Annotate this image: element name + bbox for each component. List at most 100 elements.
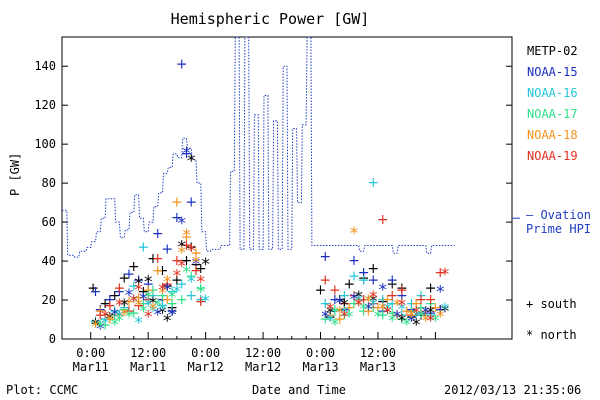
marker-metp-02: * [158,304,167,324]
marker-noaa-18: + [363,304,375,320]
marker-noaa-18: + [104,312,116,328]
marker-noaa-19: + [190,263,202,279]
marker-noaa-16: * [340,304,349,324]
marker-metp-02: + [87,280,99,296]
ovation-hpi-line [62,36,455,258]
marker-noaa-19: + [181,238,193,254]
marker-noaa-15: + [142,276,154,292]
marker-noaa-16: + [90,314,102,330]
marker-noaa-17: * [359,300,368,320]
marker-noaa-18: + [152,263,164,279]
marker-noaa-16: * [149,302,158,322]
marker-metp-02: + [166,300,178,316]
marker-noaa-18: * [436,308,445,328]
marker-metp-02: + [324,310,336,326]
marker-noaa-17: + [128,306,140,322]
marker-metp-02: * [355,288,364,308]
legend-item-noaa-17: NOAA-17 [527,107,578,121]
x-tick-date: Mar13 [302,360,338,374]
marker-noaa-17: + [176,292,188,308]
x-tick-time: 12:00 [130,346,166,360]
marker-metp-02: + [415,308,427,324]
marker-noaa-16: * [187,273,196,293]
marker-noaa-15: + [152,226,164,242]
marker-noaa-17: * [345,308,354,328]
marker-noaa-17: * [168,288,177,308]
marker-noaa-15: + [329,292,341,308]
marker-noaa-19: * [441,265,450,285]
marker-noaa-19: * [187,241,196,261]
marker-noaa-17: + [138,296,150,312]
marker-noaa-19: + [377,212,389,228]
marker-noaa-19: + [114,280,126,296]
marker-noaa-15: * [139,290,148,310]
marker-noaa-18: + [142,282,154,298]
marker-noaa-16: + [415,288,427,304]
marker-noaa-15: * [393,308,402,328]
marker-noaa-15: + [181,146,193,162]
x-tick-time: 12:00 [245,346,281,360]
marker-noaa-18: + [343,300,355,316]
marker-noaa-16: + [128,278,140,294]
y-axis-label: P [GW] [8,152,22,196]
x-tick-time: 0:00 [76,346,105,360]
marker-metp-02: * [340,296,349,316]
marker-noaa-17: + [109,308,121,324]
marker-noaa-19: * [197,273,206,293]
marker-metp-02: + [138,284,150,300]
marker-metp-02: * [201,255,210,275]
plot-frame [61,36,513,340]
marker-noaa-19: + [161,276,173,292]
marker-noaa-18: * [355,296,364,316]
x-tick-date: Mar12 [188,360,224,374]
marker-noaa-15: * [110,306,119,326]
marker-noaa-16: * [173,282,182,302]
marker-metp-02: * [441,302,450,322]
marker-noaa-15: + [348,253,360,269]
marker-noaa-16: + [319,296,331,312]
marker-metp-02: * [120,296,129,316]
marker-noaa-17: * [431,312,440,332]
marker-noaa-18: + [430,300,442,316]
x-axis-label: Date and Time [252,383,346,397]
marker-metp-02: + [195,261,207,277]
marker-metp-02: + [406,310,418,326]
marker-noaa-18: * [350,224,359,244]
marker-metp-02: * [149,294,158,314]
marker-metp-02: + [147,251,159,267]
marker-noaa-16: * [101,314,110,334]
marker-metp-02: + [99,296,111,312]
marker-noaa-18: + [114,308,126,324]
model-legend-line1: — Ovation [526,208,592,222]
marker-noaa-18: * [335,304,344,324]
legend-item-noaa-15: NOAA-15 [527,65,578,79]
marker-noaa-17: + [406,304,418,320]
marker-noaa-17: * [139,302,148,322]
marker-noaa-17: + [377,308,389,324]
marker-noaa-19: + [386,288,398,304]
marker-noaa-16: * [426,312,435,332]
marker-noaa-19: * [101,308,110,328]
legend-item-noaa-18: NOAA-18 [527,128,578,142]
legend-item-noaa-19: NOAA-19 [527,149,578,163]
marker-noaa-15: + [123,267,135,283]
marker-noaa-19: * [177,257,186,277]
y-tick-label: 20 [42,293,56,307]
marker-noaa-15: + [319,249,331,265]
marker-noaa-17: * [115,312,124,332]
marker-noaa-15: + [406,302,418,318]
marker-noaa-18: + [171,195,183,211]
marker-noaa-16: * [115,308,124,328]
marker-noaa-16: * [158,300,167,320]
marker-metp-02: * [177,238,186,258]
marker-noaa-17: + [358,304,370,320]
plot-timestamp: 2012/03/13 21:35:06 [444,383,582,397]
marker-noaa-18: * [120,306,129,326]
marker-noaa-18: + [133,290,145,306]
marker-noaa-19: + [406,308,418,324]
plot-axes: 0204060801001201400:00Mar1112:00Mar110:0… [34,36,513,374]
marker-noaa-16: + [118,300,130,316]
marker-noaa-18: * [192,253,201,273]
marker-metp-02: + [386,276,398,292]
marker-metp-02: * [91,315,100,335]
